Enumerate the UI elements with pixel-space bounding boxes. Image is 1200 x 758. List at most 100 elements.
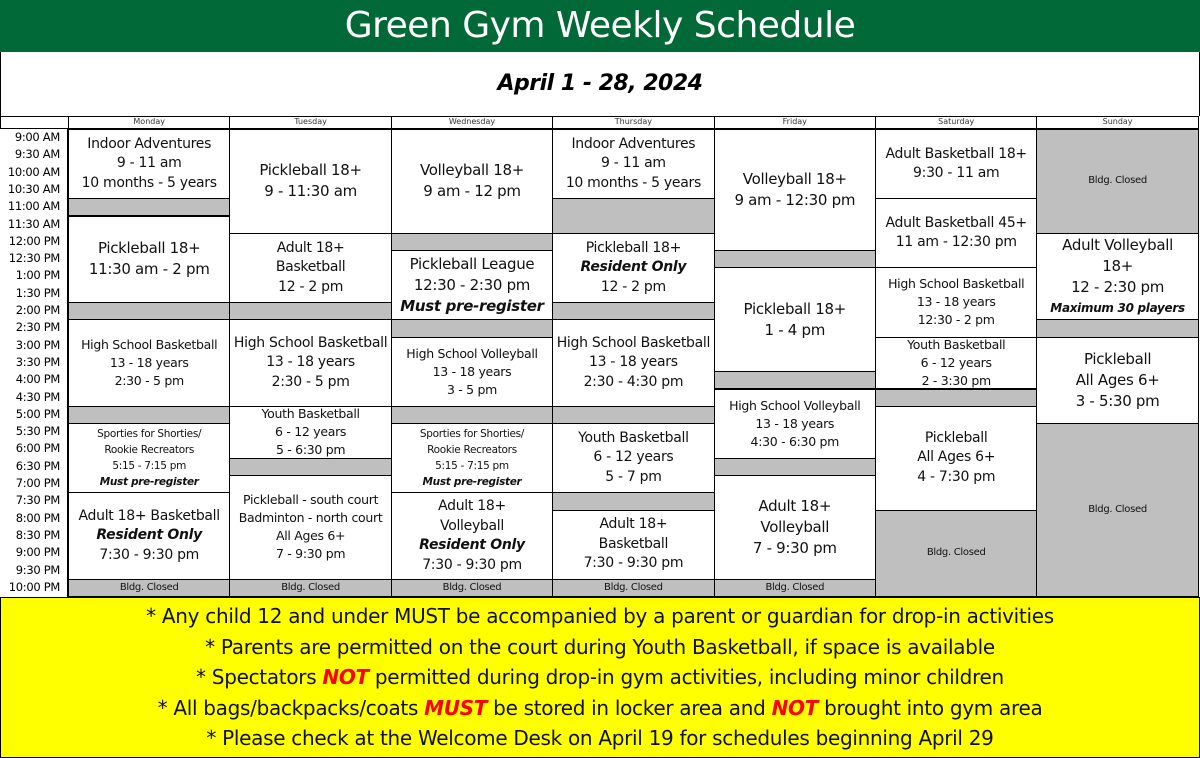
time-label: 9:30 AM	[14, 147, 60, 162]
activity-line: 5:15 - 7:15 pm	[435, 460, 509, 473]
activity-note: Must pre-register	[422, 476, 522, 489]
activity-block: High School Basketball 13 - 18 years 2:30 …	[229, 319, 392, 407]
activity-line: 2:30 - 4:30 pm	[583, 373, 684, 390]
activity-line: Pickleball 18+	[259, 161, 362, 180]
activity-line: 9 - 11 am	[116, 155, 182, 172]
time-label: 9:30 PM	[15, 562, 61, 577]
time-label: 12:00 PM	[8, 233, 61, 248]
time-label: 10:30 AM	[7, 181, 60, 196]
activity-block: Pickleball 18+ Resident Only 12 - 2 pm	[552, 232, 715, 303]
time-label: 4:00 PM	[15, 372, 61, 387]
break-block	[229, 302, 392, 321]
activity-line: 13 - 18 years	[109, 355, 189, 371]
time-label: 8:00 PM	[15, 510, 61, 525]
time-label: 5:00 PM	[15, 406, 61, 421]
activity-note: Maximum 30 players	[1050, 300, 1185, 315]
time-label: 11:00 AM	[7, 199, 60, 214]
notes-panel: * Any child 12 and under MUST be accompa…	[0, 597, 1200, 758]
activity-line: 13 - 18 years	[589, 354, 678, 371]
activity-line: Adult 18+	[599, 516, 668, 533]
activity-line: Pickleball 18+	[585, 239, 682, 256]
activity-line: Bldg. Closed	[1088, 504, 1147, 516]
activity-block: Volleyball 18+ 9 am - 12:30 pm	[713, 129, 876, 252]
note-text: * Please check at the Welcome Desk on Ap…	[206, 726, 994, 750]
activity-line: 12 - 2:30 pm	[1071, 277, 1165, 296]
activity-line: 10 months - 5 years	[81, 174, 217, 191]
break-block	[68, 302, 231, 321]
break-block	[552, 405, 715, 425]
activity-line: 5 - 6:30 pm	[275, 442, 346, 458]
time-label: 9:00 AM	[14, 130, 60, 144]
header-corner	[0, 116, 68, 129]
page-title: Green Gym Weekly Schedule	[0, 0, 1200, 52]
time-label: 6:30 PM	[15, 458, 61, 473]
activity-block: Adult 18+ Volleyball Resident Only 7:30 - 9…	[390, 492, 554, 580]
day-header-sunday: Sunday	[1036, 116, 1199, 129]
activity-line: 9 - 11 am	[601, 155, 666, 172]
activity-line: Volleyball 18+	[419, 161, 524, 180]
time-label: 6:00 PM	[15, 441, 61, 456]
break-block	[875, 388, 1038, 407]
break-block	[1036, 319, 1199, 338]
activity-block: Pickleball 18+ 1 - 4 pm	[713, 267, 876, 373]
activity-line: Indoor Adventures	[87, 135, 212, 152]
activity-block: Youth Basketball 6 - 12 years 5 - 7 pm	[552, 423, 715, 494]
activity-note: Resident Only	[419, 537, 525, 554]
activity-line: 2:30 - 5 pm	[114, 373, 185, 389]
activity-block: Pickleball All Ages 6+ 3 - 5:30 pm	[1036, 336, 1199, 425]
activity-line: 18+	[1102, 256, 1133, 275]
activity-line: 5:15 - 7:15 pm	[112, 460, 187, 473]
activity-line: 13 - 18 years	[916, 294, 996, 310]
activity-block: High School Basketball 13 - 18 years 12:30…	[875, 267, 1038, 338]
time-label: 1:00 PM	[15, 268, 61, 283]
activity-line: High School Basketball	[556, 334, 711, 351]
activity-line: Pickleball - south court	[243, 492, 379, 508]
activity-line: Adult Volleyball	[1062, 235, 1173, 254]
note-text: * Spectators	[196, 665, 323, 689]
activity-block: High School Volleyball 13 - 18 years 3 - 5…	[390, 336, 554, 407]
break-block	[713, 457, 876, 476]
time-label: 8:30 PM	[15, 527, 61, 542]
activity-line: Basketball	[275, 259, 346, 276]
activity-note: Must pre-register	[99, 476, 199, 489]
emphasis-text: NOT	[322, 665, 369, 689]
activity-line: Basketball	[598, 535, 669, 552]
activity-line: Pickleball 18+	[743, 299, 847, 318]
note-text: * Any child 12 and under MUST be accompa…	[146, 604, 1054, 628]
break-block	[229, 457, 392, 476]
activity-note: Resident Only	[580, 259, 687, 276]
time-label: 12:30 PM	[8, 251, 61, 266]
note-line: * Please check at the Welcome Desk on Ap…	[1, 723, 1199, 754]
activity-line: Pickleball League	[409, 254, 535, 273]
activity-line: Indoor Adventures	[571, 135, 696, 152]
activity-line: 7:30 - 9:30 pm	[99, 546, 199, 563]
note-text: be stored in locker area and	[487, 695, 772, 720]
activity-line: 3 - 5:30 pm	[1075, 391, 1160, 410]
closed-block: Bldg. Closed	[713, 578, 876, 598]
activity-block: Volleyball 18+ 9 am - 12 pm	[390, 129, 554, 234]
activity-line: Pickleball	[924, 429, 988, 446]
day-header-saturday: Saturday	[875, 116, 1038, 129]
activity-line: Rookie Recreators	[427, 444, 517, 457]
activity-line: Youth Basketball	[261, 406, 360, 422]
activity-block: Indoor Adventures 9 - 11 am 10 months - 5 …	[68, 129, 231, 200]
activity-line: High School Basketball	[233, 334, 388, 351]
activity-block: Adult Basketball 18+ 9:30 - 11 am	[875, 129, 1038, 200]
time-label: 9:00 PM	[15, 545, 61, 560]
closed-block: Bldg. Closed	[552, 578, 715, 598]
activity-line: 9 am - 12 pm	[423, 182, 521, 201]
activity-line: Bldg. Closed	[119, 581, 179, 593]
activity-line: 1 - 4 pm	[764, 320, 826, 339]
day-header-tuesday: Tuesday	[229, 116, 392, 129]
time-label: 10:00 AM	[7, 164, 60, 179]
activity-line: 12:30 - 2 pm	[917, 312, 995, 328]
break-block	[713, 250, 876, 269]
time-label: 2:30 PM	[15, 320, 61, 335]
activity-line: High School Volleyball	[729, 397, 861, 413]
activity-block: Adult 18+ Basketball Resident Only 7:30 - …	[68, 492, 231, 580]
activity-line: All Ages 6+	[275, 528, 346, 544]
activity-note: Resident Only	[96, 527, 203, 544]
activity-line: 12 - 2 pm	[600, 278, 666, 295]
activity-line: Youth Basketball	[907, 337, 1006, 353]
day-header-monday: Monday	[68, 116, 231, 129]
